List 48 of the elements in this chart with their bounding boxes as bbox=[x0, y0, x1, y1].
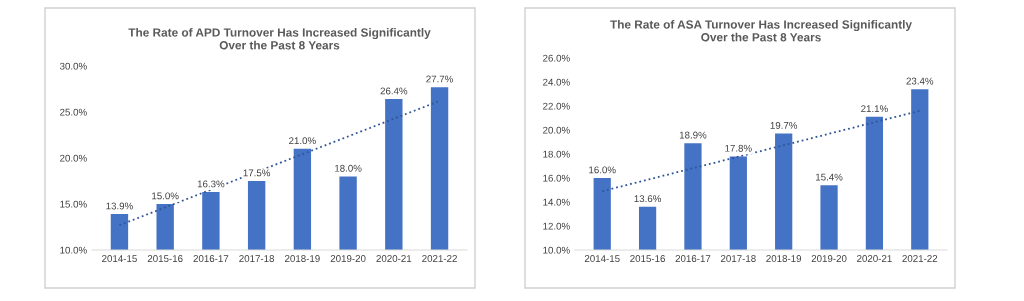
data-label: 15.0% bbox=[152, 192, 179, 200]
y-tick-label: 22.0% bbox=[543, 102, 570, 110]
x-tick-label: 2017-18 bbox=[720, 255, 756, 262]
y-tick-label: 10.0% bbox=[543, 246, 570, 254]
data-label: 23.4% bbox=[906, 77, 934, 85]
y-tick-label: 26.0% bbox=[543, 54, 570, 62]
x-tick-label: 2019-20 bbox=[330, 255, 366, 262]
data-label: 26.4% bbox=[380, 87, 408, 95]
data-label: 27.7% bbox=[426, 75, 453, 83]
data-label: 16.3% bbox=[197, 180, 225, 188]
x-tick-label: 2014-15 bbox=[102, 255, 137, 262]
data-label: 18.0% bbox=[335, 164, 362, 172]
y-tick-label: 20.0% bbox=[543, 126, 570, 134]
x-tick-label: 2020-21 bbox=[376, 255, 412, 262]
y-tick-label: 20.0% bbox=[60, 154, 87, 162]
y-tick-label: 14.0% bbox=[543, 198, 570, 206]
x-tick-label: 2018-19 bbox=[766, 255, 802, 262]
data-label: 18.9% bbox=[679, 131, 707, 139]
y-tick-label: 15.0% bbox=[60, 200, 87, 208]
data-label: 13.9% bbox=[106, 202, 133, 210]
data-label: 17.8% bbox=[725, 144, 752, 152]
x-tick-label: 2015-16 bbox=[630, 255, 665, 262]
chart-title: The Rate of APD Turnover Has Increased Significantly Over the Past 8 Years bbox=[128, 28, 431, 50]
data-label: 21.1% bbox=[861, 105, 888, 113]
y-tick-label: 12.0% bbox=[543, 222, 570, 230]
x-tick-label: 2015-16 bbox=[147, 255, 183, 262]
x-tick-label: 2019-20 bbox=[811, 255, 847, 262]
data-label: 16.0% bbox=[589, 166, 616, 174]
data-label: 21.0% bbox=[289, 137, 316, 145]
x-tick-label: 2017-18 bbox=[239, 255, 275, 262]
data-label: 17.5% bbox=[243, 169, 271, 177]
data-label: 19.7% bbox=[770, 122, 798, 129]
y-tick-label: 18.0% bbox=[543, 150, 570, 158]
y-tick-label: 30.0% bbox=[59, 62, 87, 70]
x-tick-label: 2014-15 bbox=[584, 255, 620, 262]
x-tick-label: 2018-19 bbox=[285, 255, 320, 262]
x-tick-label: 2021-22 bbox=[902, 255, 938, 262]
x-tick-label: 2016-17 bbox=[675, 255, 711, 262]
chart-title: The Rate of ASA Turnover Has Increased Significantly Over the Past 8 Years bbox=[610, 20, 912, 42]
y-tick-label: 25.0% bbox=[60, 108, 87, 116]
data-label: 15.4% bbox=[816, 173, 843, 181]
x-tick-label: 2020-21 bbox=[857, 255, 892, 262]
data-label: 13.6% bbox=[634, 195, 662, 203]
x-tick-label: 2021-22 bbox=[422, 255, 457, 262]
y-tick-label: 10.0% bbox=[60, 246, 87, 254]
y-tick-label: 16.0% bbox=[543, 174, 570, 182]
y-tick-label: 24.0% bbox=[543, 78, 570, 86]
x-tick-label: 2016-17 bbox=[193, 255, 229, 262]
